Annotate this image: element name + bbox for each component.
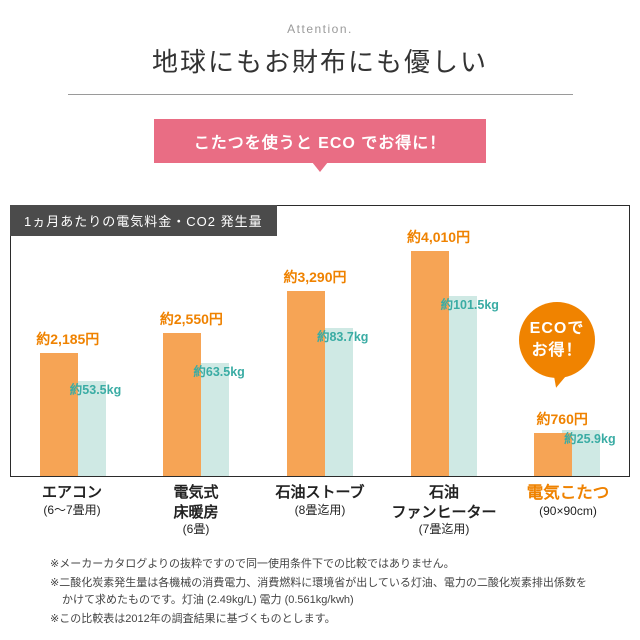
eco-badge: ECOで お得！ [519, 302, 595, 378]
bar-group: 約3,290円約83.7kg [258, 206, 382, 476]
category-name: ファンヒーター [391, 503, 497, 521]
footnotes: ※メーカーカタログよりの抜粋ですので同一使用条件下での比較ではありません。 ※二酸… [50, 556, 590, 628]
footnote: ※二酸化炭素発生量は各機械の消費電力、消費燃料に環境省が出している灯油、電力の二… [50, 576, 587, 606]
category-name: 床暖房 [173, 503, 219, 521]
price-bar [410, 251, 449, 476]
footnote: ※この比較表は2012年の調査結果に基づくものとします。 [50, 612, 336, 625]
bar-group: 約4,010円約101.5kg [382, 206, 506, 476]
co2-value-label: 約53.5kg [69, 383, 122, 398]
title-divider [67, 94, 573, 95]
price-value-label: 約4,010円 [407, 229, 471, 245]
eco-banner: こたつを使うと ECO でお得に！ [154, 119, 486, 172]
comparison-chart: 約2,185円 約53.5kg 約2,550円 約63.5kg 約3,290円 約83.7… [10, 205, 630, 538]
co2-value-label: 約83.7kg [316, 329, 369, 344]
price-bar [286, 291, 325, 476]
co2-value-label: 約63.5kg [193, 365, 245, 380]
price-value-label: 約2,185円 [36, 331, 100, 348]
category-sub-label: (6～7畳用) [43, 502, 101, 517]
category-name: 石油ストーブ [275, 484, 365, 501]
category-sub-label: (6畳) [182, 522, 210, 536]
attention-label: Attention. [287, 22, 353, 36]
eco-badge-line2: お得！ [531, 342, 583, 359]
co2-value-label: 約25.9kg [564, 432, 616, 447]
price-bar [163, 332, 202, 476]
category-sub-label: (8畳迄用) [294, 502, 346, 517]
chart-plot: 約2,185円 約53.5kg 約2,550円 約63.5kg 約3,290円 約83.7… [11, 206, 629, 476]
eco-badge-line1: ECOで [529, 320, 585, 338]
price-value-label: 約2,550円 [159, 310, 223, 327]
category-sub-label: (90×90cm) [539, 504, 597, 519]
price-bar [39, 353, 78, 476]
footnote: ※メーカーカタログよりの抜粋ですので同一使用条件下での比較ではありません。 [50, 557, 455, 570]
banner-tail-pointer [312, 162, 328, 172]
category-label: 電気式床暖房 (6畳) [134, 483, 258, 538]
co2-value-label: 約101.5kg [440, 298, 499, 312]
price-value-label: 約3,290円 [283, 269, 347, 286]
price-bar [534, 433, 573, 476]
category-name: 電気こたつ [526, 484, 610, 502]
chart-plot-area: 約2,185円 約53.5kg 約2,550円 約63.5kg 約3,290円 約83.7… [10, 205, 630, 477]
page-title: 地球にもお財布にも優しい [151, 47, 488, 77]
category-name: 電気式 [173, 484, 219, 501]
chart-category-labels: エアコン (6～7畳用) 電気式 床暖房 (6畳) 石油ストーブ (8畳迄用) 石油 ファンヒー… [10, 483, 630, 538]
category-sub-label: (7畳迄用) [418, 522, 470, 536]
category-label: エアコン (6～7畳用) [10, 483, 134, 538]
category-label: 電気こたつ (90×90cm) [506, 483, 630, 538]
chart-title: 1ヵ月あたりの電気料金・CO2 発生量 [10, 205, 277, 236]
price-value-label: 約760円 [536, 411, 588, 428]
eco-banner-text: こたつを使うと ECO でお得に！ [154, 119, 486, 163]
category-name: エアコン [41, 484, 102, 501]
bar-group: 約2,550円約63.5kg [135, 206, 259, 476]
bar-group: 約2,185円約53.5kg [11, 206, 135, 476]
category-name: 石油 [428, 484, 459, 501]
category-label: 石油ファンヒーター (7畳迄用) [382, 483, 506, 538]
category-label: 石油ストーブ (8畳迄用) [258, 483, 382, 538]
bar-group: 約760円約25.9kg [505, 206, 629, 476]
